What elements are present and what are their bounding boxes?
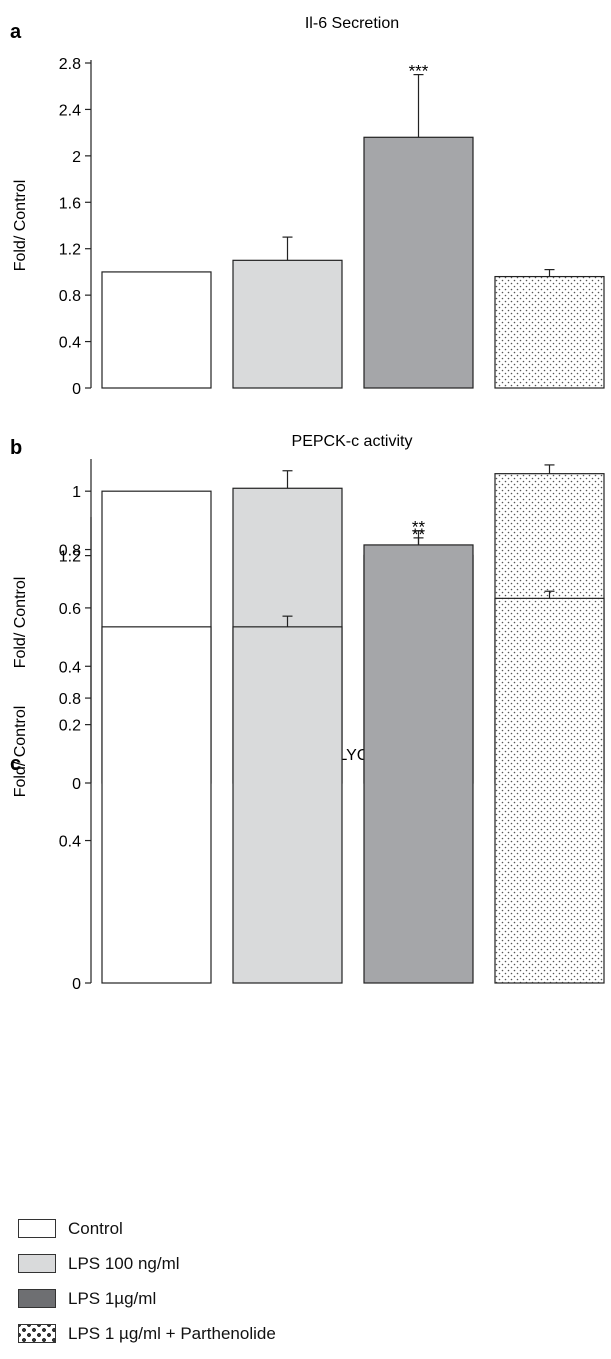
y-axis-label: Fold/ Control <box>12 577 29 669</box>
legend-swatch-lps-100 <box>18 1254 56 1273</box>
y-tick-label: 0.8 <box>59 543 81 560</box>
panel-a: a Il-6 Secretion Fold/ Control 0 0.4 0.8 1.2 1.… <box>10 15 605 398</box>
y-tick-label: 0.4 <box>59 335 81 352</box>
y-tick-label: 0 <box>72 976 81 993</box>
bar <box>232 259 343 389</box>
y-tick-label: 0.8 <box>59 288 81 305</box>
y-tick-label: 1.2 <box>59 242 81 259</box>
bar <box>494 597 605 984</box>
y-axis-label: Fold/ Control <box>12 180 29 272</box>
legend-label: LPS 1 µg/ml + Parthenolide <box>68 1324 276 1343</box>
panel-label: c <box>10 753 21 775</box>
significance-annotation: ** <box>412 518 426 537</box>
y-tick-label: 2.4 <box>59 102 81 119</box>
y-tick-label: 2.8 <box>59 56 81 73</box>
bar <box>363 136 474 389</box>
y-tick-label: 2 <box>72 149 81 166</box>
legend-label: LPS 1µg/ml <box>68 1289 157 1308</box>
y-tick-label: 0.2 <box>59 718 81 735</box>
y-tick-label: 1 <box>72 484 81 501</box>
significance-annotation: *** <box>409 62 429 81</box>
legend-label: Control <box>68 1219 123 1238</box>
y-tick-label: 0.6 <box>59 601 81 618</box>
legend-swatch-control <box>18 1219 56 1238</box>
legend-swatch-lps-1 <box>18 1289 56 1308</box>
y-tick-label: 0 <box>72 381 81 398</box>
y-axis-label: Fold/ Control <box>12 706 29 798</box>
y-tick-label: 0.4 <box>59 834 81 851</box>
bar <box>363 544 474 984</box>
y-tick-label: 0.4 <box>59 659 81 676</box>
bar <box>494 275 605 389</box>
chart-title: PEPCK-c activity <box>292 433 413 450</box>
y-tick-label: 1.2 <box>59 549 81 566</box>
bar <box>232 626 343 984</box>
chart-title: Il-6 Secretion <box>305 15 399 32</box>
y-tick-label: 1.6 <box>59 195 81 212</box>
legend-swatch-parthenolide <box>18 1324 56 1343</box>
legend-label: LPS 100 ng/ml <box>68 1254 180 1273</box>
panel-label: a <box>10 21 22 43</box>
y-tick-label: 0 <box>72 776 81 793</box>
y-tick-label: 0.8 <box>59 691 81 708</box>
bar <box>101 271 212 389</box>
bar <box>101 626 212 984</box>
panel-label: b <box>10 437 22 459</box>
